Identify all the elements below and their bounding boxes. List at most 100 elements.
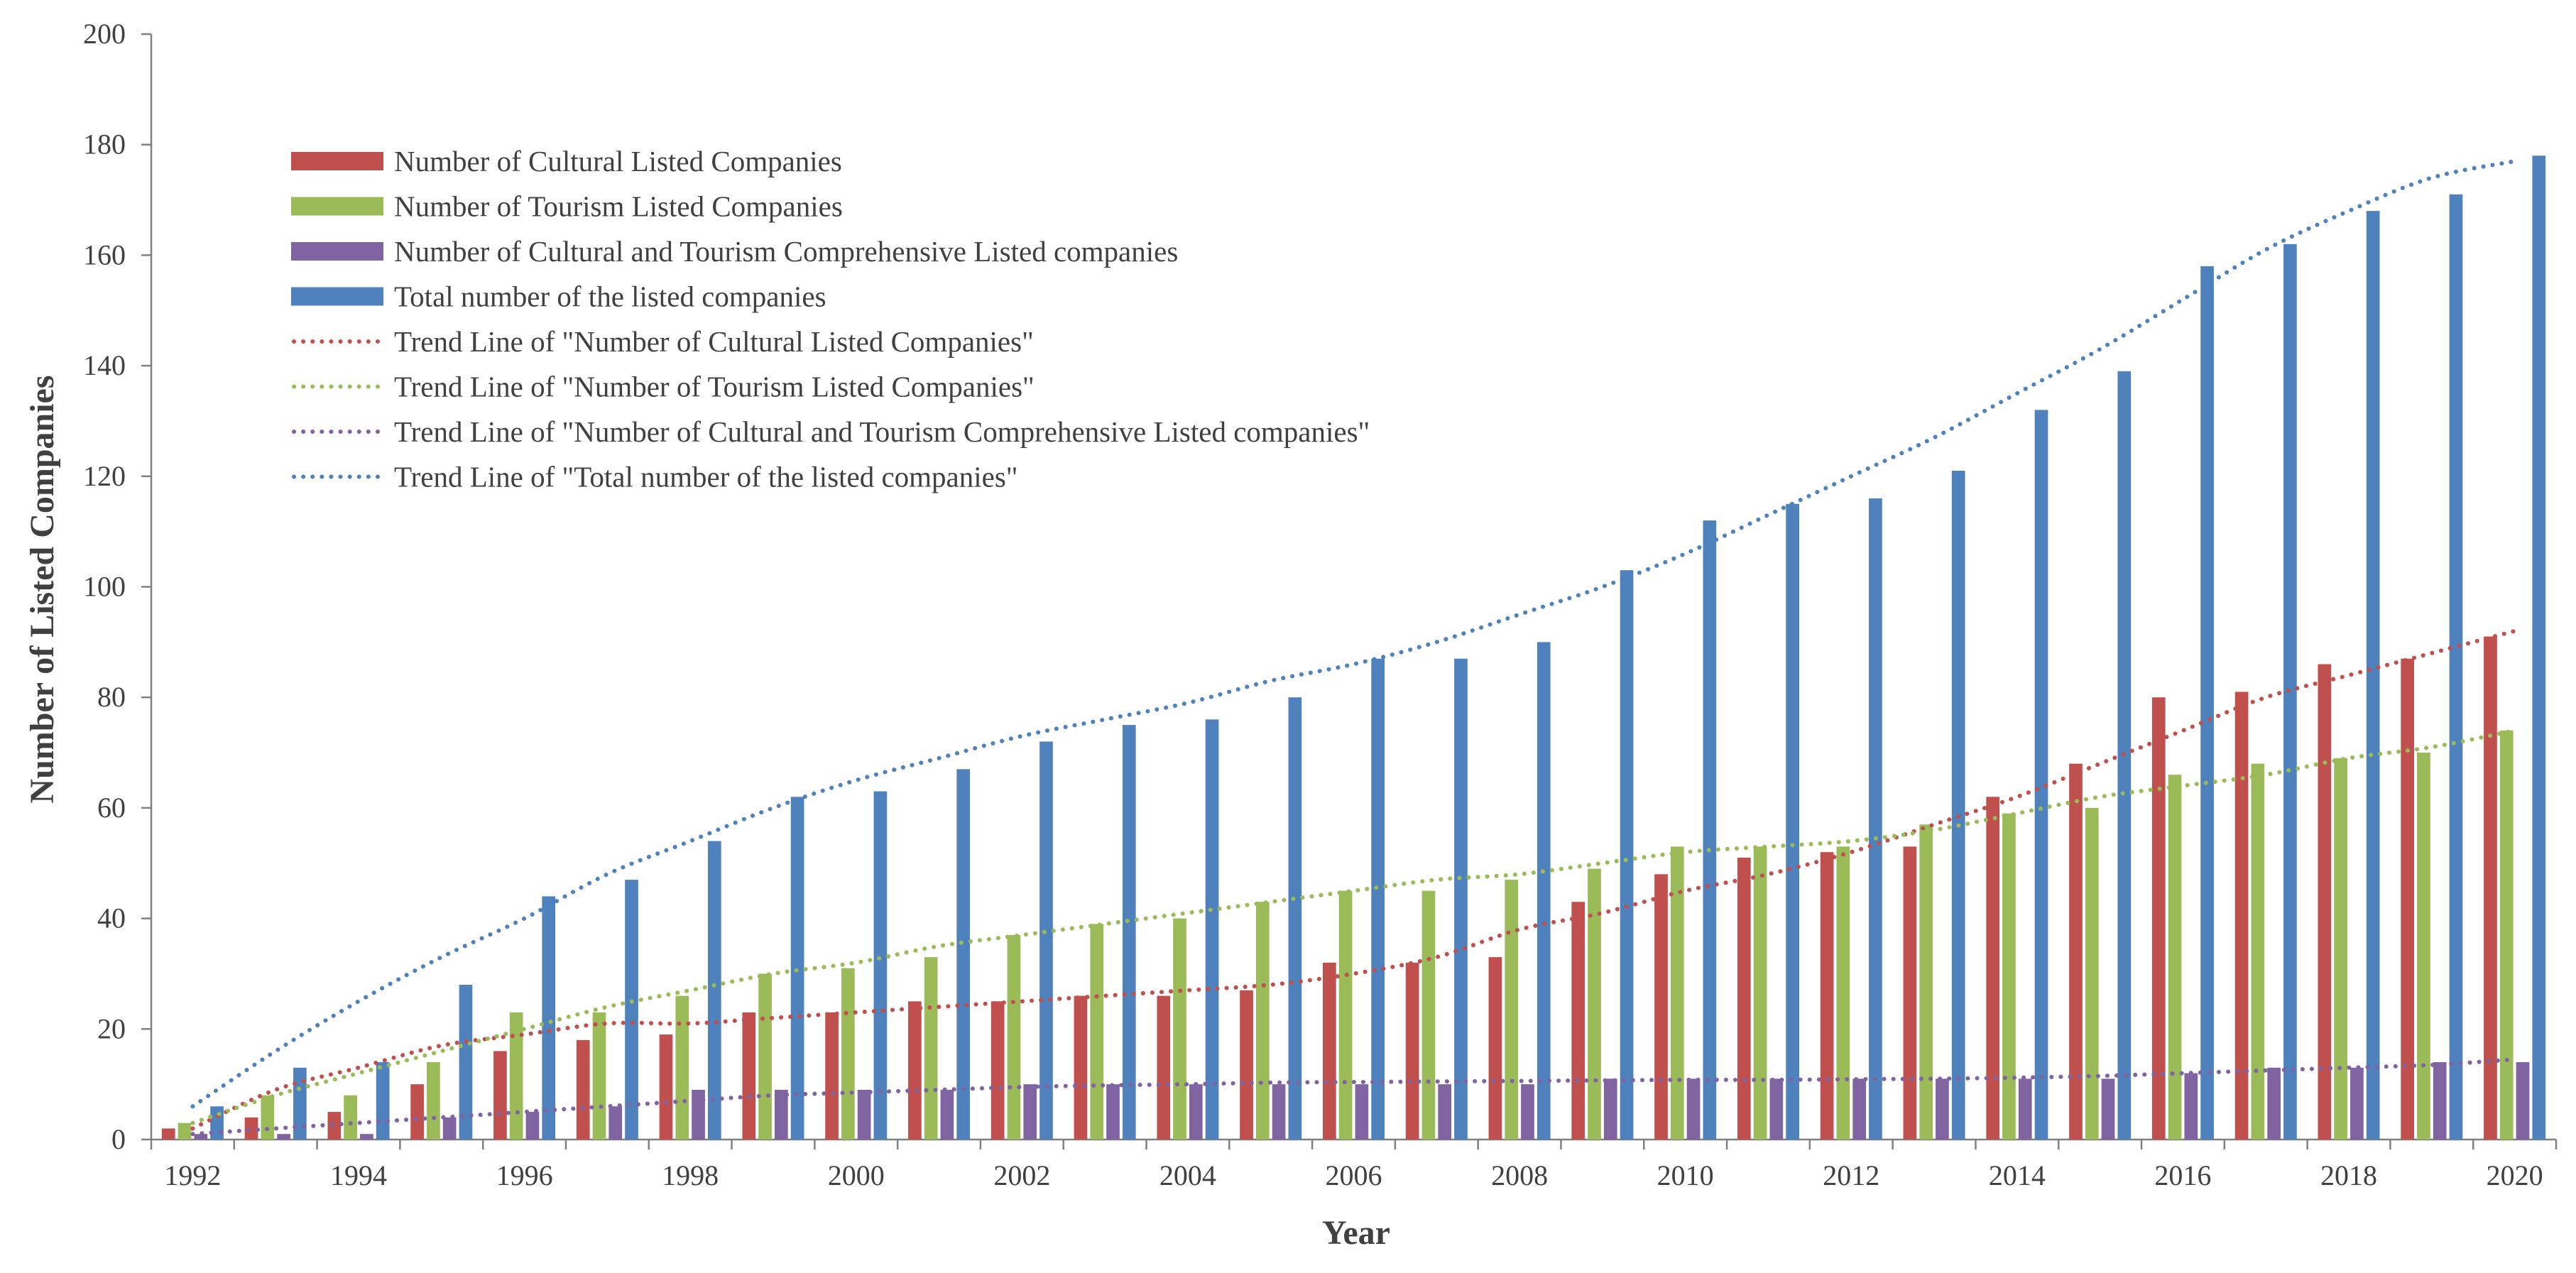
bar xyxy=(790,797,804,1140)
y-tick-label: 80 xyxy=(97,681,126,713)
bar xyxy=(841,968,855,1140)
bar xyxy=(2069,763,2083,1140)
bar xyxy=(1903,846,1917,1140)
tick-labels: 0 20 40 60 80 100 120 140 160 180 200 1992 1994 1996 1… xyxy=(83,18,2543,1191)
legend: Number of Cultural Listed Companies Numbe… xyxy=(291,145,1370,493)
bar xyxy=(1255,902,1270,1140)
bar xyxy=(2334,758,2347,1140)
x-tick-label: 1998 xyxy=(662,1159,719,1191)
bar xyxy=(161,1128,175,1140)
bar xyxy=(1753,846,1767,1140)
bar xyxy=(1007,934,1021,1140)
bar xyxy=(178,1122,192,1140)
x-tick-label: 2006 xyxy=(1326,1159,1382,1191)
bar xyxy=(1355,1084,1369,1140)
bar xyxy=(1405,962,1419,1140)
bar xyxy=(2267,1067,2281,1140)
bar xyxy=(1620,570,1634,1140)
bar xyxy=(1074,995,1088,1140)
legend-swatch-bar xyxy=(291,152,383,170)
bar xyxy=(1106,1084,1120,1140)
bar xyxy=(1090,924,1104,1140)
bar xyxy=(2085,807,2099,1140)
bar xyxy=(1189,1084,1203,1140)
bar xyxy=(1537,642,1551,1140)
y-tick-label: 20 xyxy=(97,1012,126,1044)
bar xyxy=(2034,410,2048,1140)
bar xyxy=(1322,962,1336,1140)
bar xyxy=(1288,697,1302,1140)
bar xyxy=(825,1012,839,1140)
bar xyxy=(1122,725,1136,1140)
bar xyxy=(1852,1078,1866,1140)
y-tick-label: 160 xyxy=(83,239,126,271)
bar xyxy=(774,1089,788,1140)
y-tick-label: 200 xyxy=(83,18,126,50)
bar xyxy=(442,1117,457,1140)
trend-line xyxy=(190,728,2517,1125)
x-tick-label: 2012 xyxy=(1823,1159,1879,1191)
y-tick-label: 0 xyxy=(111,1123,126,1155)
x-tick-label: 2020 xyxy=(2487,1159,2543,1191)
x-tick-label: 1996 xyxy=(496,1159,553,1191)
bar xyxy=(2168,775,2182,1140)
bar xyxy=(2350,1067,2364,1140)
trend-lines xyxy=(190,159,2517,1137)
bar xyxy=(2283,244,2297,1140)
bar xyxy=(2417,753,2430,1140)
bar xyxy=(1588,868,1601,1140)
bar xyxy=(1272,1084,1286,1140)
bar xyxy=(576,1039,590,1140)
bar xyxy=(1936,1078,1949,1140)
bar xyxy=(509,1012,523,1140)
x-tick-label: 1994 xyxy=(330,1159,387,1191)
bar xyxy=(758,973,772,1140)
y-tick-label: 60 xyxy=(97,792,126,824)
bar xyxy=(1737,857,1751,1140)
bar xyxy=(1836,846,1850,1140)
bar xyxy=(360,1134,373,1140)
bar xyxy=(692,1089,705,1140)
bar xyxy=(1023,1084,1037,1140)
bar xyxy=(261,1095,275,1140)
bar xyxy=(1421,890,1436,1140)
legend-swatch-bar xyxy=(291,197,383,216)
trend-line xyxy=(190,628,2517,1131)
bar xyxy=(542,896,556,1140)
bar xyxy=(1571,902,1586,1140)
bar xyxy=(1820,852,1834,1140)
bar xyxy=(924,957,938,1140)
x-axis-title: Year xyxy=(1322,1214,1390,1252)
x-tick-label: 2008 xyxy=(1491,1159,1548,1191)
x-tick-label: 1992 xyxy=(164,1159,221,1191)
y-tick-label: 180 xyxy=(83,129,126,160)
bar xyxy=(2184,1073,2198,1140)
x-tick-label: 2004 xyxy=(1159,1159,1216,1191)
bar xyxy=(1654,874,1668,1140)
x-tick-label: 2010 xyxy=(1657,1159,1714,1191)
bar xyxy=(2251,763,2265,1140)
x-tick-label: 2018 xyxy=(2320,1159,2377,1191)
bar xyxy=(244,1117,258,1140)
legend-label: Trend Line of "Number of Cultural and To… xyxy=(394,415,1370,448)
bar xyxy=(194,1134,208,1140)
bar xyxy=(1769,1078,1784,1140)
legend-label: Number of Cultural and Tourism Comprehen… xyxy=(394,235,1178,268)
legend-label: Number of Cultural Listed Companies xyxy=(394,145,842,177)
bar xyxy=(659,1034,673,1140)
y-axis-title: Number of Listed Companies xyxy=(23,375,61,803)
y-tick-label: 120 xyxy=(83,460,126,492)
bar xyxy=(2018,1078,2032,1140)
bar xyxy=(1786,503,1799,1140)
legend-swatch-bar xyxy=(291,287,383,306)
bar xyxy=(1986,797,2000,1140)
bar xyxy=(742,1012,756,1140)
bar xyxy=(873,791,888,1140)
bar xyxy=(1338,890,1353,1140)
bar xyxy=(908,1001,922,1140)
bar xyxy=(707,841,721,1140)
trend-line xyxy=(190,159,2517,1109)
bar xyxy=(344,1095,357,1140)
